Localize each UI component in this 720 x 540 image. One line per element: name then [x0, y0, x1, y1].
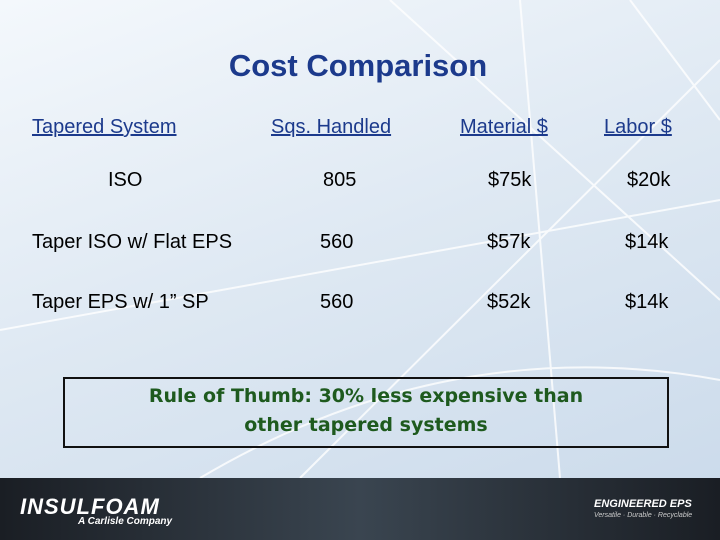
table-cell: $14k: [625, 231, 669, 253]
footer: INSULFOAM A Carlisle Company ENGINEERED …: [0, 478, 720, 540]
table-cell: Taper ISO w/ Flat EPS: [32, 231, 233, 253]
table-cell: $14k: [625, 291, 669, 313]
column-header: Tapered System: [32, 116, 177, 138]
logo-tagline: Versatile · Durable · Recyclable: [594, 512, 693, 519]
logo: INSULFOAM: [20, 494, 160, 519]
table-cell: Taper EPS w/ 1” SP: [32, 291, 209, 313]
table-cell: 805: [323, 169, 357, 191]
callout-line: Rule of Thumb: 30% less expensive than: [148, 385, 584, 407]
callout-line: other tapered systems: [244, 414, 488, 436]
logo: ENGINEERED EPS: [594, 498, 692, 510]
table-cell: $75k: [488, 169, 532, 191]
column-header: Sqs. Handled: [271, 116, 392, 138]
table-cell: $20k: [627, 169, 671, 191]
table-cell: $52k: [487, 291, 531, 313]
column-header: Labor $: [604, 116, 672, 138]
logo-tagline: A Carlisle Company: [78, 516, 173, 527]
table-cell: ISO: [108, 169, 143, 191]
callout: Rule of Thumb: 30% less expensive than o…: [63, 377, 669, 448]
table-cell: 560: [320, 231, 354, 253]
table-cell: $57k: [487, 231, 531, 253]
column-header: Material $: [460, 116, 548, 138]
title: Cost Comparison: [228, 48, 488, 83]
table-cell: 560: [320, 291, 354, 313]
